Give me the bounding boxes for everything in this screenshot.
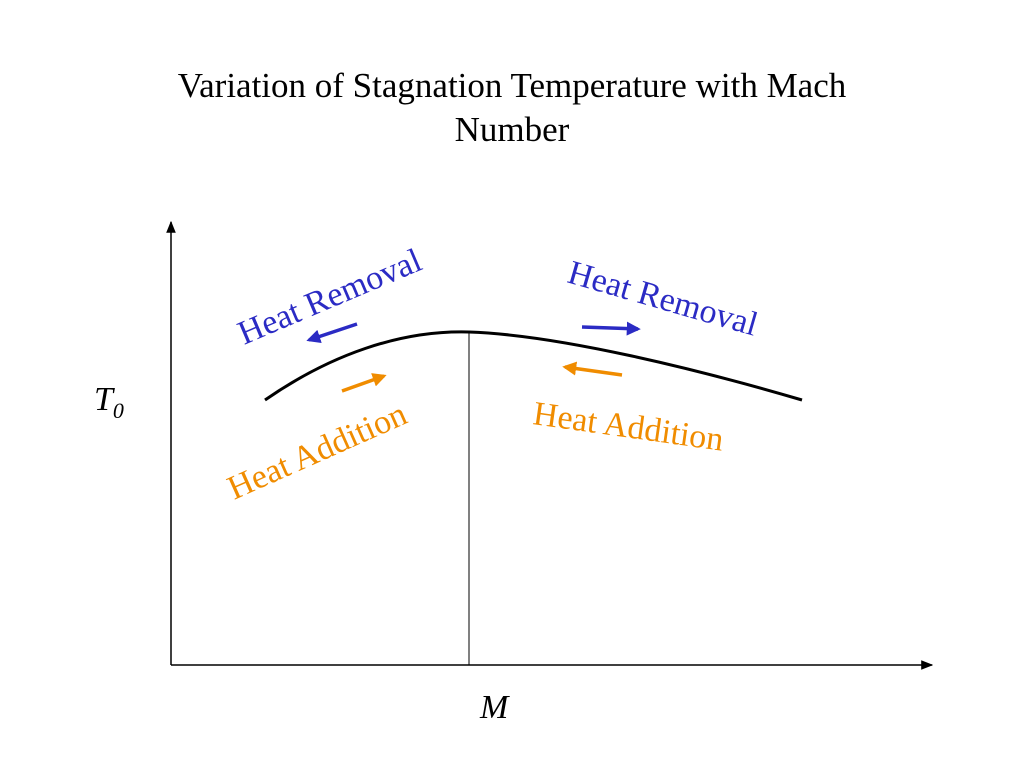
right-removal-arrow — [581, 321, 641, 336]
stagnation-temperature-curve — [264, 330, 803, 402]
left-removal-arrow — [306, 322, 358, 344]
page-title: Variation of Stagnation Temperature with… — [0, 64, 1024, 152]
y-axis-subscript: 0 — [113, 398, 124, 423]
right-heat-addition-label: Heat Addition — [531, 395, 726, 458]
title-line-1: Variation of Stagnation Temperature with… — [177, 66, 847, 105]
left-addition-arrow — [341, 373, 387, 393]
left-heat-addition-label: Heat Addition — [222, 396, 412, 508]
title-line-2: Number — [454, 110, 570, 149]
x-axis-label: M — [479, 689, 510, 726]
y-axis-label: T0 — [94, 381, 124, 423]
left-heat-removal-label: Heat Removal — [233, 242, 427, 352]
right-addition-arrow — [562, 361, 623, 377]
y-axis-symbol: T — [94, 381, 115, 418]
right-heat-removal-label: Heat Removal — [564, 254, 762, 343]
